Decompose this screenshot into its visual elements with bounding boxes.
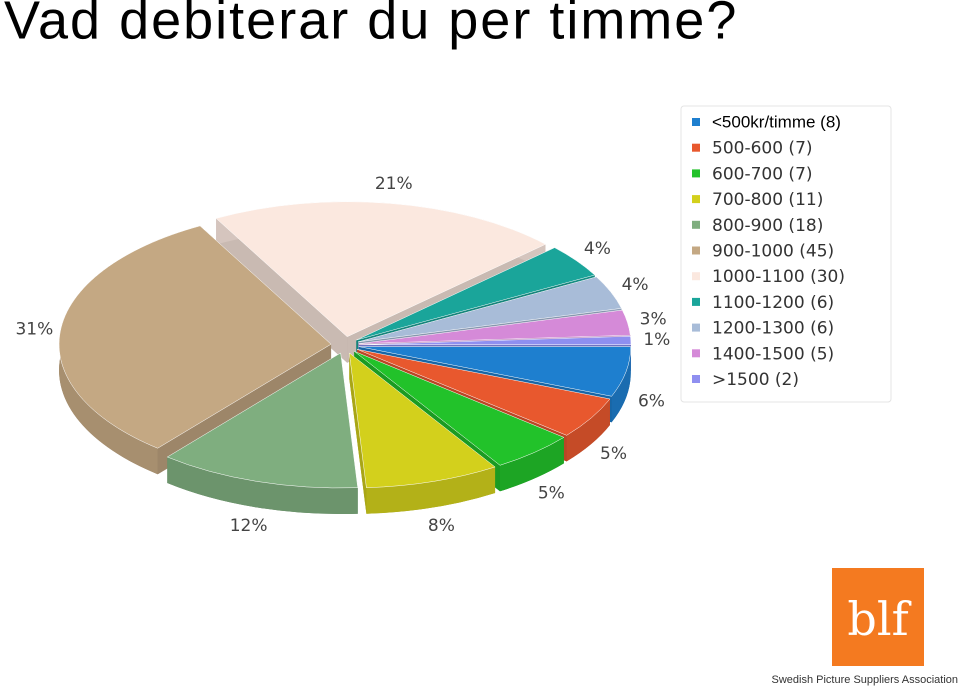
chart-title: Vad debiterar du per timme? bbox=[4, 0, 738, 50]
legend-label: >1500 (2) bbox=[712, 370, 799, 390]
slice-label: 12% bbox=[230, 516, 268, 536]
slice-side bbox=[566, 398, 610, 462]
slice bbox=[215, 201, 547, 337]
slice-side bbox=[500, 437, 564, 492]
slice bbox=[166, 352, 359, 489]
legend-box bbox=[680, 105, 892, 403]
slice bbox=[356, 247, 596, 341]
legend-label: 800-900 (18) bbox=[712, 216, 823, 236]
slice bbox=[357, 276, 622, 343]
logo-box bbox=[832, 568, 924, 666]
slice-label: 3% bbox=[640, 310, 667, 330]
slice-side bbox=[366, 466, 496, 514]
pie: 6% 5% 5% 8% 12% 31% 21% 4% 4% 3%1% bbox=[15, 174, 670, 536]
slice-label: 31% bbox=[15, 320, 53, 340]
legend-swatch bbox=[692, 297, 700, 306]
legend-swatch bbox=[692, 272, 700, 281]
slice bbox=[349, 352, 496, 488]
slice bbox=[58, 225, 332, 449]
legend-label: 1200-1300 (6) bbox=[712, 319, 834, 339]
slice-wall bbox=[216, 218, 348, 363]
slice-side bbox=[167, 457, 358, 514]
slice-label: 4% bbox=[622, 275, 649, 295]
legend-swatch bbox=[692, 169, 700, 178]
slice bbox=[358, 336, 632, 345]
legend-swatch bbox=[692, 195, 700, 204]
legend-swatch bbox=[692, 323, 700, 332]
slice-label: 5% bbox=[538, 483, 565, 503]
legend-swatch bbox=[692, 246, 700, 255]
logo-caption: Swedish Picture Suppliers Association bbox=[772, 674, 958, 686]
slice-label: 8% bbox=[428, 516, 455, 536]
slice-side bbox=[611, 346, 631, 423]
legend-label: 1400-1500 (5) bbox=[712, 344, 834, 364]
slice-label: 21% bbox=[375, 174, 413, 194]
legend-swatch bbox=[692, 375, 700, 383]
slice-label: 6% bbox=[638, 392, 665, 412]
slice bbox=[356, 349, 611, 436]
legend-swatch bbox=[692, 143, 700, 152]
legend-label: 700-800 (11) bbox=[712, 190, 823, 210]
legend-swatch bbox=[692, 220, 700, 229]
slice-label: 5% bbox=[600, 444, 627, 464]
legend-label: 900-1000 (45) bbox=[712, 242, 834, 262]
slice bbox=[358, 346, 632, 397]
legend-swatch bbox=[692, 349, 700, 358]
legend-swatch bbox=[692, 118, 700, 126]
slice-label: 1% bbox=[643, 330, 670, 350]
logo-text: blf bbox=[847, 592, 911, 646]
slice bbox=[358, 309, 631, 344]
legend-label: <500kr/timme (8) bbox=[712, 112, 841, 131]
legend-label: 1100-1200 (6) bbox=[712, 293, 834, 313]
slice-wall bbox=[349, 352, 367, 514]
slice-label: 4% bbox=[584, 239, 611, 259]
legend-label: 600-700 (7) bbox=[712, 164, 813, 184]
slice bbox=[354, 351, 565, 466]
legend: <500kr/timme (8) 500-600 (7) 600-700 (7) 70… bbox=[692, 112, 845, 390]
legend-label: 500-600 (7) bbox=[712, 139, 813, 159]
legend-label: 1000-1100 (30) bbox=[712, 267, 845, 287]
